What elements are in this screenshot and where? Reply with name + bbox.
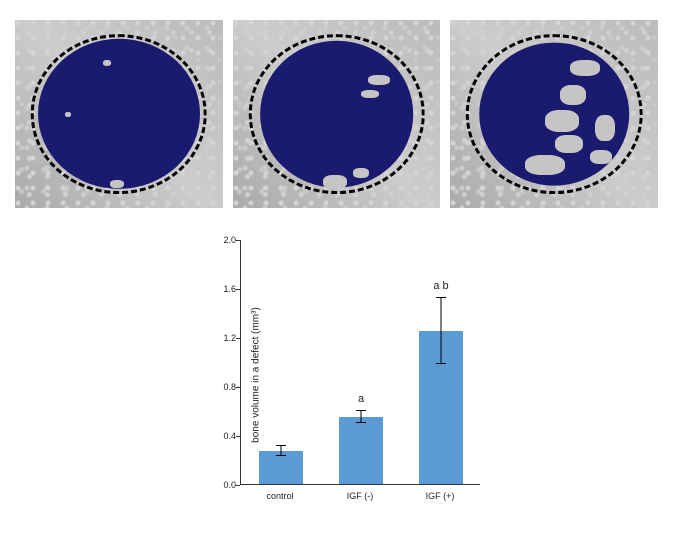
bar-chart: bone volume in a defect (mm³) aa b 0.00.…	[185, 225, 495, 525]
bone-fragment	[361, 90, 379, 98]
bar	[259, 451, 303, 484]
error-cap	[436, 297, 446, 298]
y-tick-label: 0.4	[218, 431, 236, 441]
bone-fragment	[323, 175, 347, 189]
defect-region	[38, 39, 200, 189]
micrograph-row	[0, 0, 673, 208]
error-cap	[356, 422, 366, 423]
y-tick-mark	[236, 240, 240, 241]
error-cap	[276, 445, 286, 446]
micrograph-panel-1	[15, 20, 223, 208]
bone-fragment	[555, 135, 583, 153]
y-tick-mark	[236, 289, 240, 290]
bone-fragment	[525, 155, 565, 175]
bone-fragment	[595, 115, 615, 141]
micrograph-panel-3	[450, 20, 658, 208]
error-cap	[276, 455, 286, 456]
y-tick-label: 0.0	[218, 480, 236, 490]
defect-region	[260, 41, 414, 188]
x-tick-label: IGF (-)	[347, 491, 374, 501]
error-bar	[441, 298, 442, 364]
significance-label: a b	[433, 280, 448, 292]
bone-fragment	[570, 60, 600, 76]
plot-area: a a b	[240, 240, 480, 485]
bone-fragment	[590, 150, 612, 164]
error-cap	[356, 410, 366, 411]
bone-fragment	[545, 110, 579, 132]
y-tick-label: 0.8	[218, 382, 236, 392]
micrograph-panel-2	[233, 20, 441, 208]
y-tick-label: 1.2	[218, 333, 236, 343]
y-tick-mark	[236, 436, 240, 437]
y-tick-label: 1.6	[218, 284, 236, 294]
significance-label: a	[358, 393, 364, 405]
y-tick-mark	[236, 338, 240, 339]
x-tick-label: IGF (+)	[426, 491, 455, 501]
error-cap	[436, 363, 446, 364]
bone-fragment	[103, 60, 111, 66]
bone-fragment	[560, 85, 586, 105]
y-tick-mark	[236, 387, 240, 388]
y-tick-label: 2.0	[218, 235, 236, 245]
bar	[339, 417, 383, 484]
x-tick-label: control	[266, 491, 293, 501]
bone-fragment	[110, 180, 124, 188]
bone-fragment	[368, 75, 390, 85]
bone-fragment	[353, 168, 369, 178]
bone-fragment	[65, 112, 71, 117]
y-tick-mark	[236, 485, 240, 486]
